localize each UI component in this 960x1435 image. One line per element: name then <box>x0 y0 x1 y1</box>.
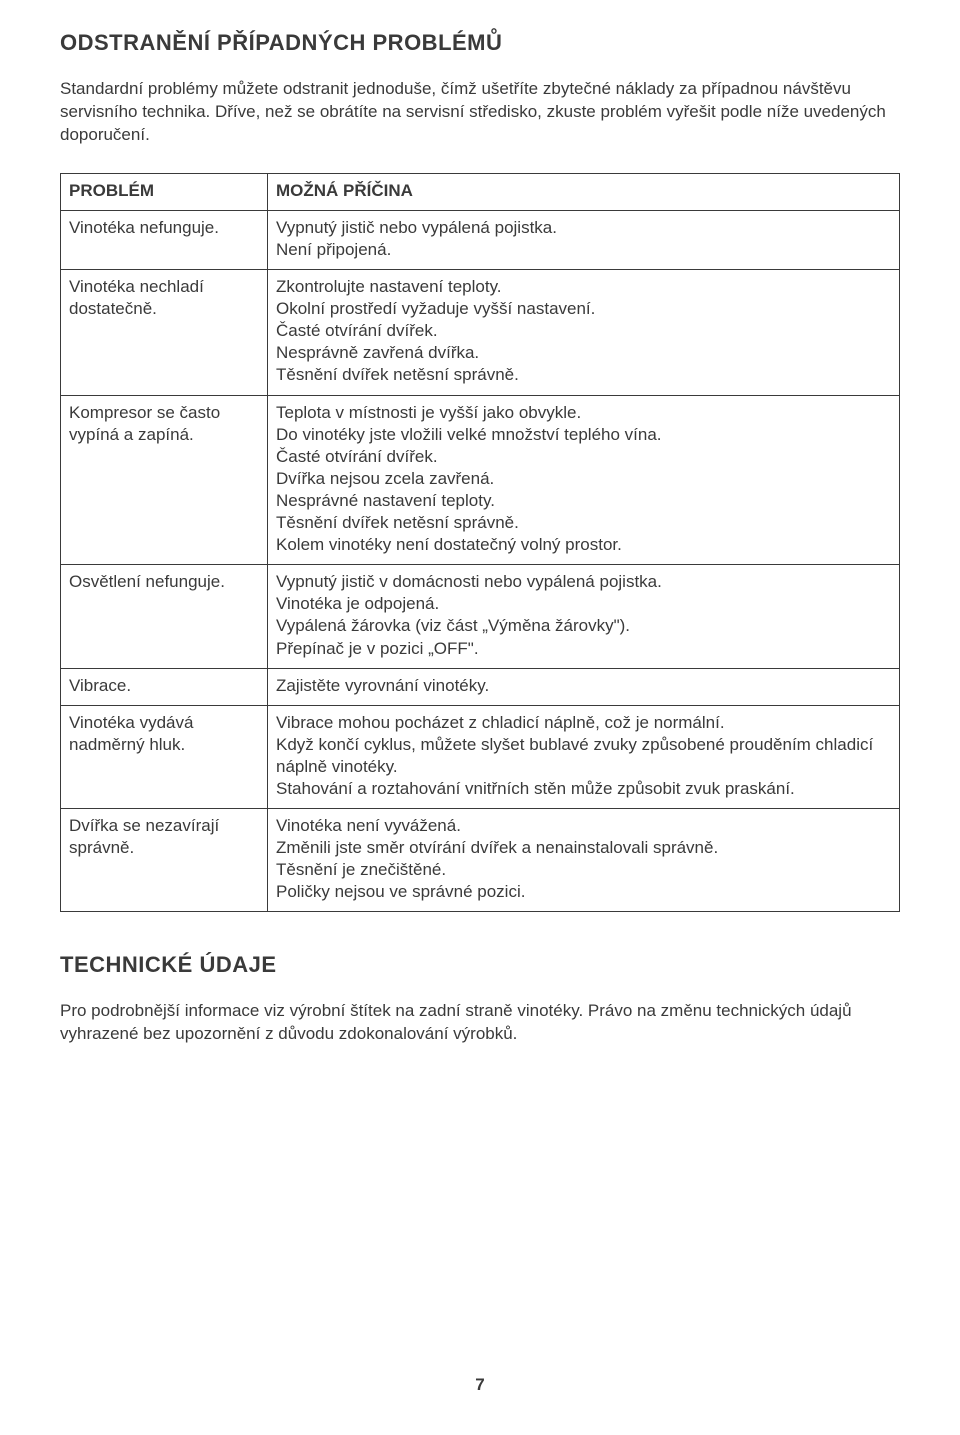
table-row: Vibrace. Zajistěte vyrovnání vinotéky. <box>61 668 900 705</box>
table-cell-cause: Zkontrolujte nastavení teploty.Okolní pr… <box>268 270 900 395</box>
cause-line: Teplota v místnosti je vyšší jako obvykl… <box>276 402 891 424</box>
table-cell-problem: Kompresor se často vypíná a zapíná. <box>61 395 268 565</box>
table-row: Vinotéka nechladí dostatečně.Zkontrolujt… <box>61 270 900 395</box>
table-cell-problem: Vinotéka nefunguje. <box>61 210 268 269</box>
section-title-troubleshooting: ODSTRANĚNÍ PŘÍPADNÝCH PROBLÉMŮ <box>60 30 900 56</box>
table-cell-cause: Vibrace mohou pocházet z chladicí náplně… <box>268 705 900 808</box>
cause-line: Vibrace mohou pocházet z chladicí náplně… <box>276 712 891 734</box>
table-cell-problem: Dvířka se nezavírají správně. <box>61 809 268 912</box>
cause-line: Nesprávně zavřená dvířka. <box>276 342 891 364</box>
cause-line: Kolem vinotéky není dostatečný volný pro… <box>276 534 891 556</box>
cause-line: Časté otvírání dvířek. <box>276 320 891 342</box>
cause-line: Do vinotéky jste vložili velké množství … <box>276 424 891 446</box>
table-header-row: PROBLÉM MOŽNÁ PŘÍČINA <box>61 173 900 210</box>
cause-line: Vypnutý jistič v domácnosti nebo vypálen… <box>276 571 891 593</box>
table-cell-cause: Vypnutý jistič v domácnosti nebo vypálen… <box>268 565 900 668</box>
cause-line: Vypálená žárovka (viz část „Výměna žárov… <box>276 615 891 637</box>
table-row: Osvětlení nefunguje. Vypnutý jistič v dom… <box>61 565 900 668</box>
troubleshoot-table: PROBLÉM MOŽNÁ PŘÍČINA Vinotéka nefunguje… <box>60 173 900 913</box>
cause-line: Vinotéka není vyvážená. <box>276 815 891 837</box>
table-body: Vinotéka nefunguje.Vypnutý jistič nebo v… <box>61 210 900 912</box>
cause-line: Změnili jste směr otvírání dvířek a nena… <box>276 837 891 859</box>
table-cell-cause: Vypnutý jistič nebo vypálená pojistka.Ne… <box>268 210 900 269</box>
cause-line: Nesprávné nastavení teploty. <box>276 490 891 512</box>
table-cell-problem: Vibrace. <box>61 668 268 705</box>
table-cell-cause: Teplota v místnosti je vyšší jako obvykl… <box>268 395 900 565</box>
table-cell-problem: Vinotéka vydává nadměrný hluk. <box>61 705 268 808</box>
cause-line: Dvířka nejsou zcela zavřená. <box>276 468 891 490</box>
cause-line: Přepínač je v pozici „OFF". <box>276 638 891 660</box>
table-header-problem: PROBLÉM <box>61 173 268 210</box>
cause-line: Těsnění je znečištěné. <box>276 859 891 881</box>
table-cell-cause: Zajistěte vyrovnání vinotéky. <box>268 668 900 705</box>
page-container: ODSTRANĚNÍ PŘÍPADNÝCH PROBLÉMŮ Standardn… <box>0 0 960 1435</box>
cause-line: Zajistěte vyrovnání vinotéky. <box>276 675 891 697</box>
page-number: 7 <box>0 1375 960 1395</box>
table-cell-cause: Vinotéka není vyvážená.Změnili jste směr… <box>268 809 900 912</box>
cause-line: Stahování a roztahování vnitřních stěn m… <box>276 778 891 800</box>
technical-paragraph: Pro podrobnější informace viz výrobní št… <box>60 1000 900 1046</box>
cause-line: Okolní prostředí vyžaduje vyšší nastaven… <box>276 298 891 320</box>
table-row: Vinotéka vydává nadměrný hluk. Vibrace mo… <box>61 705 900 808</box>
table-cell-problem: Vinotéka nechladí dostatečně. <box>61 270 268 395</box>
section-title-technical: TECHNICKÉ ÚDAJE <box>60 952 900 978</box>
cause-line: Zkontrolujte nastavení teploty. <box>276 276 891 298</box>
table-header-cause: MOŽNÁ PŘÍČINA <box>268 173 900 210</box>
table-row: Kompresor se často vypíná a zapíná. Teplo… <box>61 395 900 565</box>
intro-paragraph: Standardní problémy můžete odstranit jed… <box>60 78 900 147</box>
cause-line: Není připojená. <box>276 239 891 261</box>
table-row: Dvířka se nezavírají správně.Vinotéka ne… <box>61 809 900 912</box>
cause-line: Časté otvírání dvířek. <box>276 446 891 468</box>
cause-line: Vypnutý jistič nebo vypálená pojistka. <box>276 217 891 239</box>
cause-line: Vinotéka je odpojená. <box>276 593 891 615</box>
table-row: Vinotéka nefunguje.Vypnutý jistič nebo v… <box>61 210 900 269</box>
table-cell-problem: Osvětlení nefunguje. <box>61 565 268 668</box>
cause-line: Když končí cyklus, můžete slyšet bublavé… <box>276 734 891 778</box>
cause-line: Těsnění dvířek netěsní správně. <box>276 512 891 534</box>
cause-line: Poličky nejsou ve správné pozici. <box>276 881 891 903</box>
cause-line: Těsnění dvířek netěsní správně. <box>276 364 891 386</box>
